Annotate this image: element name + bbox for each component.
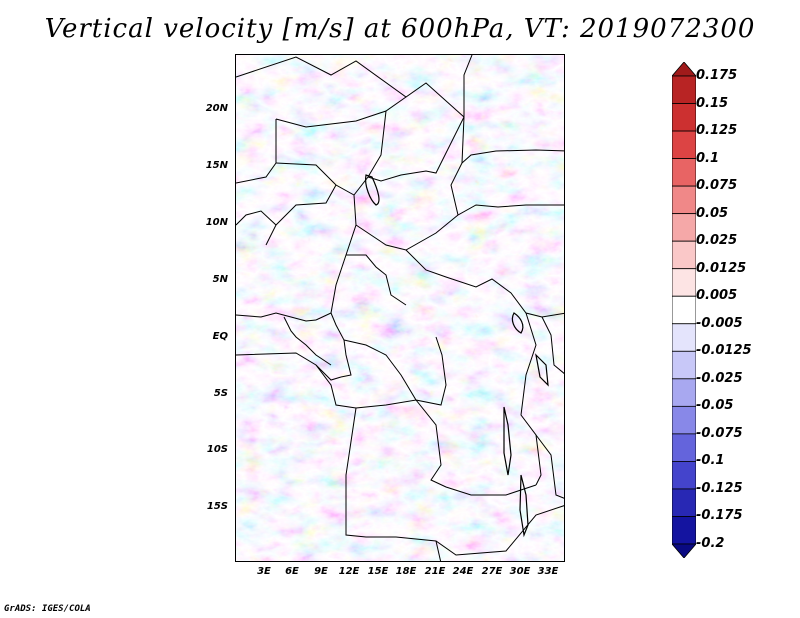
lon-tick-label: 21E xyxy=(424,566,446,577)
lon-tick-label: 27E xyxy=(481,566,503,577)
lon-tick-label: 18E xyxy=(395,566,417,577)
colorbar-tick-label: 0.125 xyxy=(696,123,738,139)
credit-text: GrADS: IGES/COLA xyxy=(4,604,91,614)
colorbar-segment xyxy=(672,213,696,242)
colorbar-tick-label: 0.075 xyxy=(696,178,738,194)
colorbar-tick-label: 0.0125 xyxy=(696,260,747,276)
colorbar-segment xyxy=(672,295,696,325)
lon-tick-label: 12E xyxy=(338,566,360,577)
lon-tick-label: 33E xyxy=(537,566,559,577)
colorbar-tick-label: 0.05 xyxy=(696,205,729,221)
map-panel xyxy=(235,54,565,562)
lon-tick-label: 24E xyxy=(452,566,474,577)
colorbar-tick-label: 0.15 xyxy=(696,95,729,111)
colorbar-tick-label: -0.125 xyxy=(696,480,743,496)
colorbar-tick-label: -0.2 xyxy=(696,536,725,551)
lat-tick-label: 5S xyxy=(213,388,228,399)
colorbar-tick-label: 0.1 xyxy=(696,150,720,166)
vertical-velocity-field xyxy=(236,55,564,561)
colorbar-tick-label: -0.1 xyxy=(696,453,725,469)
colorbar-tick-label: -0.005 xyxy=(696,315,743,331)
lon-tick-label: 15E xyxy=(367,566,389,577)
colorbar-segment xyxy=(672,62,696,77)
lat-tick-label: 15N xyxy=(205,160,228,171)
colorbar-segments xyxy=(672,62,696,558)
lakes xyxy=(365,174,549,538)
colorbar-segment xyxy=(672,488,696,517)
colorbar-tick-label: 0.005 xyxy=(696,288,738,304)
colorbar-tick-label: -0.025 xyxy=(696,370,743,386)
colorbar-segment xyxy=(672,461,696,490)
lat-tick-label: EQ xyxy=(212,331,228,342)
velocity-detail-shading xyxy=(236,55,564,561)
lon-tick-label: 9E xyxy=(314,566,328,577)
colorbar xyxy=(672,62,696,558)
lon-tick-label: 3E xyxy=(257,566,271,577)
colorbar-segment xyxy=(672,268,696,297)
colorbar-segment xyxy=(672,130,696,159)
colorbar-segment xyxy=(672,323,696,352)
colorbar-segment xyxy=(672,240,696,270)
lat-tick-label: 5N xyxy=(212,274,228,285)
colorbar-segment xyxy=(672,350,696,380)
colorbar-segment xyxy=(672,158,696,187)
colorbar-tick-label: -0.05 xyxy=(696,398,734,414)
colorbar-tick-label: -0.175 xyxy=(696,508,743,524)
colorbar-tick-label: 0.025 xyxy=(696,233,738,249)
lat-tick-label: 20N xyxy=(205,103,228,114)
colorbar-segment xyxy=(672,405,696,435)
chart-title: Vertical velocity [m/s] at 600hPa, VT: 2… xyxy=(44,14,756,44)
colorbar-segment xyxy=(672,75,696,104)
colorbar-tick-label: -0.075 xyxy=(696,425,743,441)
lat-tick-label: 10N xyxy=(205,217,228,228)
colorbar-segment xyxy=(672,433,696,462)
country-borders xyxy=(236,55,564,561)
colorbar-segment xyxy=(672,185,696,215)
lon-tick-label: 6E xyxy=(285,566,299,577)
lon-tick-label: 30E xyxy=(509,566,531,577)
colorbar-tick-label: -0.0125 xyxy=(696,343,752,359)
colorbar-segment xyxy=(672,378,696,407)
colorbar-segment xyxy=(672,103,696,132)
colorbar-segment xyxy=(672,543,696,558)
lat-tick-label: 10S xyxy=(206,444,228,455)
colorbar-segment xyxy=(672,516,696,545)
lat-tick-label: 15S xyxy=(206,501,228,512)
colorbar-tick-label: 0.175 xyxy=(696,68,738,83)
